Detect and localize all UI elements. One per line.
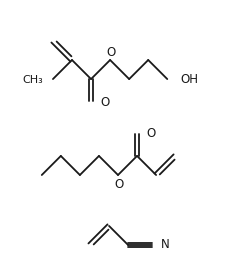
Text: O: O [106,47,116,59]
Text: CH₃: CH₃ [22,75,43,85]
Text: O: O [146,128,155,140]
Text: O: O [100,95,109,109]
Text: OH: OH [180,73,198,85]
Text: O: O [114,178,124,190]
Text: N: N [161,239,170,251]
